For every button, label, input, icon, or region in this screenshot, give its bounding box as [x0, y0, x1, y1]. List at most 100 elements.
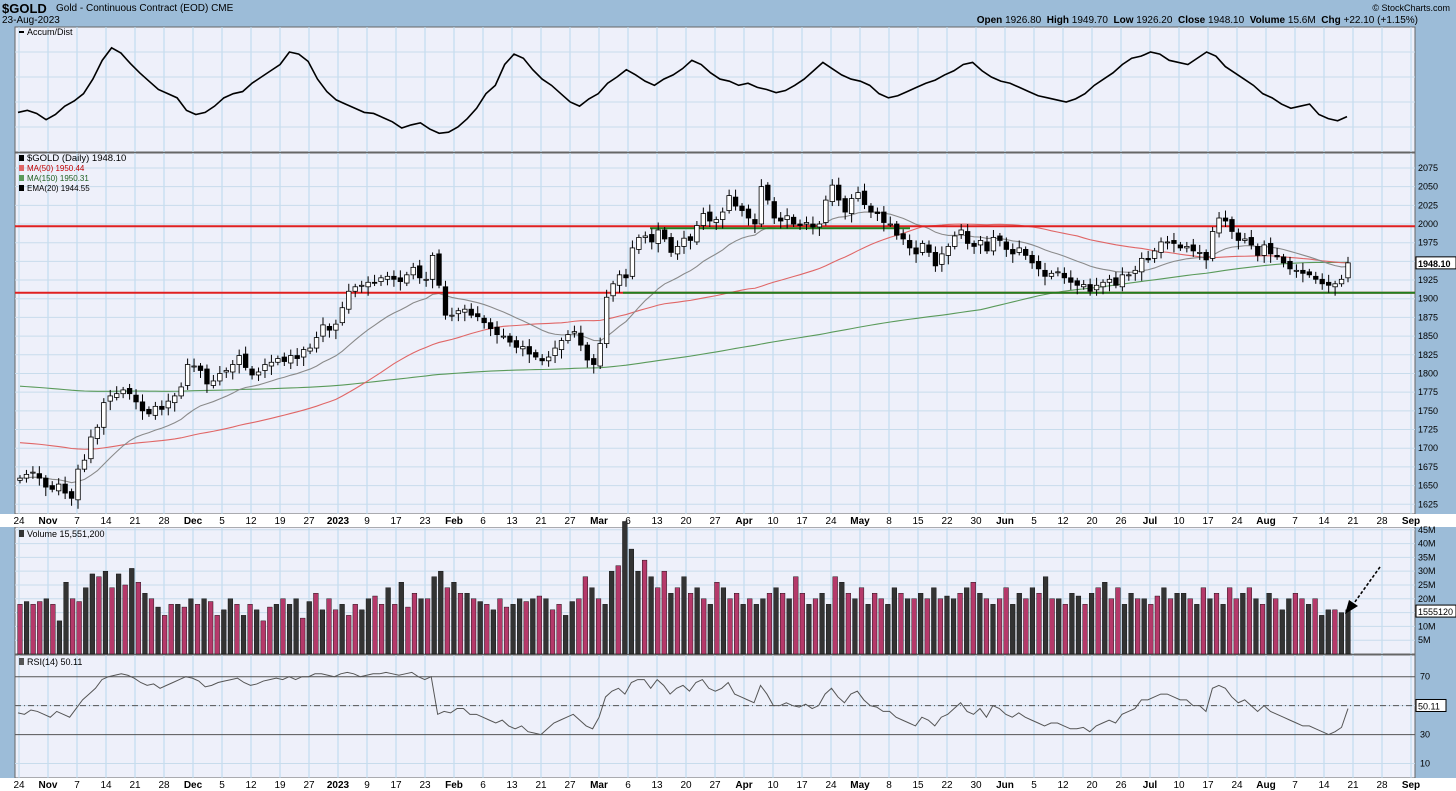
x-tick-label: 21	[1347, 516, 1359, 527]
annotation-arrow-head	[1345, 600, 1358, 614]
volume-bar	[760, 598, 766, 655]
volume-bar	[431, 576, 437, 655]
volume-bar	[260, 620, 266, 655]
candle-body	[816, 223, 823, 228]
y-tick-label: 2050	[1418, 182, 1438, 192]
volume-bar	[490, 609, 496, 655]
volume-bar	[1023, 598, 1029, 655]
candle-body	[429, 254, 436, 280]
candle-body	[552, 347, 558, 356]
legend-swatch	[19, 175, 24, 181]
volume-bar	[484, 604, 490, 655]
candle-body	[1184, 246, 1190, 249]
y-tick-label: 30	[1420, 730, 1430, 740]
volume-bar	[766, 593, 773, 655]
y-tick-label: 2075	[1418, 163, 1438, 173]
candle-body	[778, 217, 784, 222]
y-tick-label: 1975	[1418, 238, 1438, 248]
candle-body	[726, 195, 732, 211]
legend-swatch	[19, 530, 24, 537]
x-tick-label: 24	[1231, 516, 1243, 527]
volume-bar	[589, 587, 595, 655]
x-tick-label: May	[850, 516, 870, 527]
x-tick-label: 13	[651, 516, 663, 527]
candle-body	[184, 364, 191, 386]
legend-swatch	[19, 155, 24, 161]
x-tick-label: Aug	[1256, 516, 1275, 527]
candle-body	[919, 243, 926, 253]
volume-bar	[116, 573, 122, 655]
candle-body	[1280, 256, 1287, 264]
candle-body	[1023, 249, 1029, 256]
volume-bar	[1325, 609, 1331, 655]
candle-body	[668, 237, 674, 253]
volume-bar	[1108, 598, 1114, 655]
candle-body	[545, 356, 552, 362]
candle-body	[1087, 284, 1093, 292]
x-tick-label: 5	[1031, 780, 1037, 791]
volume-bar	[1167, 598, 1174, 655]
copyright[interactable]: © StockCharts.com	[1372, 3, 1450, 13]
candle-body	[790, 216, 797, 225]
volume-bar	[181, 606, 187, 655]
volume-bar	[497, 598, 503, 655]
volume-bar	[720, 587, 727, 655]
candle-body	[365, 281, 371, 288]
candle-body	[475, 313, 481, 318]
volume-bar	[135, 582, 141, 655]
volume-bar	[379, 604, 385, 655]
candle-body	[126, 388, 133, 395]
candle-body	[94, 426, 101, 439]
candle-body	[320, 324, 326, 337]
volume-bar	[799, 593, 805, 655]
volume-bar	[786, 598, 792, 655]
candle-body	[713, 219, 719, 223]
y-tick-label: 1800	[1418, 368, 1438, 378]
volume-bar	[1049, 598, 1055, 655]
candle-body	[210, 380, 217, 386]
volume-bar	[727, 598, 733, 655]
candle-body	[964, 231, 971, 244]
candle-body	[900, 233, 906, 240]
x-tick-label: 8	[886, 516, 892, 527]
volume-bar	[1240, 593, 1246, 655]
candle-body	[165, 400, 171, 409]
candle-body	[494, 326, 500, 336]
volume-bar	[188, 598, 194, 655]
volume-bar	[457, 593, 464, 655]
volume-bar	[944, 595, 950, 655]
volume-bar	[102, 570, 109, 655]
volume-bar	[1279, 609, 1285, 655]
ohlc-summary: Open 1926.80 High 1949.70 Low 1926.20 Cl…	[977, 15, 1418, 26]
volume-bar	[1016, 593, 1022, 655]
volume-bar	[300, 617, 306, 655]
candle-body	[694, 225, 700, 243]
candle-body	[49, 485, 55, 490]
legend-swatch	[19, 185, 24, 191]
volume-bar	[444, 587, 450, 655]
x-tick-label: 7	[74, 780, 80, 791]
volume-bar	[162, 615, 168, 655]
volume-bar	[885, 604, 891, 655]
candle-body	[662, 229, 668, 240]
y-tick-label: 1725	[1418, 425, 1438, 435]
volume-bar	[832, 576, 838, 655]
x-tick-label: Sep	[1402, 780, 1420, 791]
x-tick-label: 21	[535, 516, 547, 527]
candle-body	[107, 395, 113, 402]
candle-body	[204, 368, 210, 385]
x-tick-label: Feb	[445, 516, 463, 527]
x-tick-label: 24	[13, 516, 25, 527]
volume-bar	[1181, 593, 1187, 655]
volume-bar	[845, 593, 851, 655]
y-tick-label: 70	[1420, 672, 1430, 682]
volume-bar	[1246, 587, 1252, 655]
volume-bar	[247, 604, 253, 655]
volume-bar	[1161, 587, 1167, 655]
volume-bar	[24, 601, 30, 655]
candle-body	[861, 190, 868, 205]
symbol: $GOLD	[2, 1, 47, 16]
candle-body	[449, 314, 455, 317]
y-tick-label: 1850	[1418, 331, 1438, 341]
